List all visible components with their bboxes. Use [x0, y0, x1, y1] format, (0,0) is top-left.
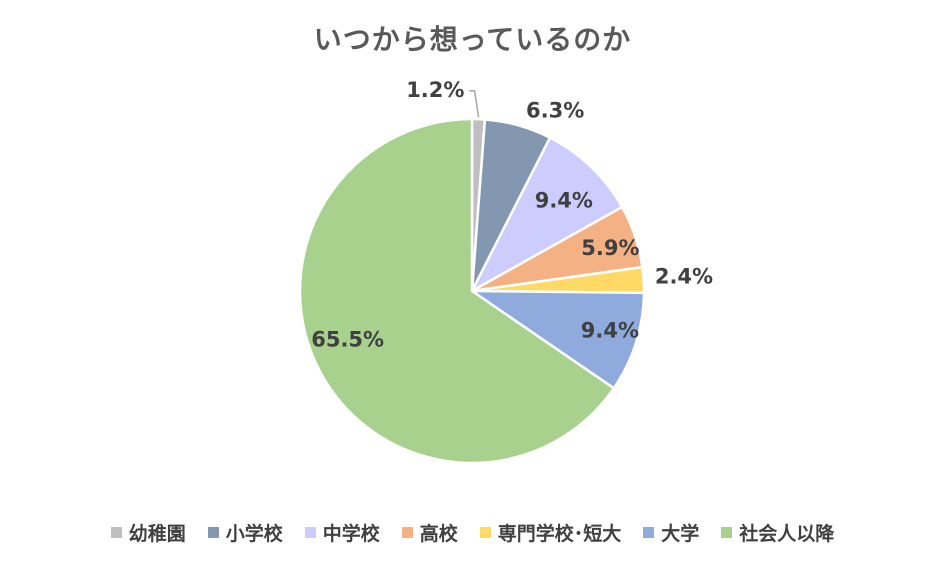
pie-chart: 1.2% 6.3% 9.4% 5.9% 2.4% 9.4% 65.5% — [298, 78, 713, 465]
legend-label: 高校 — [419, 523, 458, 545]
data-label-6: 9.4% — [581, 318, 639, 342]
legend-label: 大学 — [661, 523, 700, 545]
legend-swatch — [643, 527, 655, 538]
leader-lines — [469, 90, 480, 118]
legend-swatch — [721, 527, 733, 538]
data-label-3: 9.4% — [535, 189, 593, 213]
legend-item-6: 大学 — [643, 519, 699, 546]
data-label-4: 5.9% — [581, 236, 639, 260]
legend-swatch — [110, 527, 122, 538]
legend-item-3: 中学校 — [304, 519, 380, 546]
chart-title: いつから想っているのか — [313, 23, 632, 56]
legend-item-7: 社会人以降 — [721, 519, 834, 546]
legend-swatch — [207, 527, 219, 538]
data-labels: 1.2% 6.3% 9.4% 5.9% 2.4% 9.4% 65.5% — [311, 78, 713, 352]
legend-item-1: 幼稚園 — [110, 519, 186, 546]
legend-label: 小学校 — [225, 523, 283, 545]
pie-slices — [298, 117, 646, 465]
leader-line-1 — [469, 90, 480, 118]
data-label-5: 2.4% — [655, 265, 713, 289]
pie-slice-3 — [469, 136, 624, 295]
legend-item-2: 小学校 — [207, 519, 283, 546]
data-label-7: 65.5% — [311, 328, 384, 352]
legend-label: 専門学校･短大 — [497, 523, 622, 545]
legend-item-5: 専門学校･短大 — [479, 519, 622, 546]
legend-item-4: 高校 — [401, 519, 458, 546]
legend-label: 中学校 — [322, 523, 380, 545]
pie-slice-7 — [298, 117, 616, 465]
legend: 幼稚園 小学校 中学校 高校 専門学校･短大 大学 社会人以降 — [0, 519, 945, 546]
pie-slice-6 — [467, 289, 646, 391]
legend-swatch — [304, 527, 316, 538]
legend-label: 幼稚園 — [128, 523, 186, 545]
legend-label: 社会人以降 — [739, 523, 835, 545]
data-label-2: 6.3% — [526, 98, 584, 122]
legend-swatch — [479, 527, 491, 538]
data-label-1: 1.2% — [406, 78, 464, 102]
legend-swatch — [401, 527, 413, 538]
